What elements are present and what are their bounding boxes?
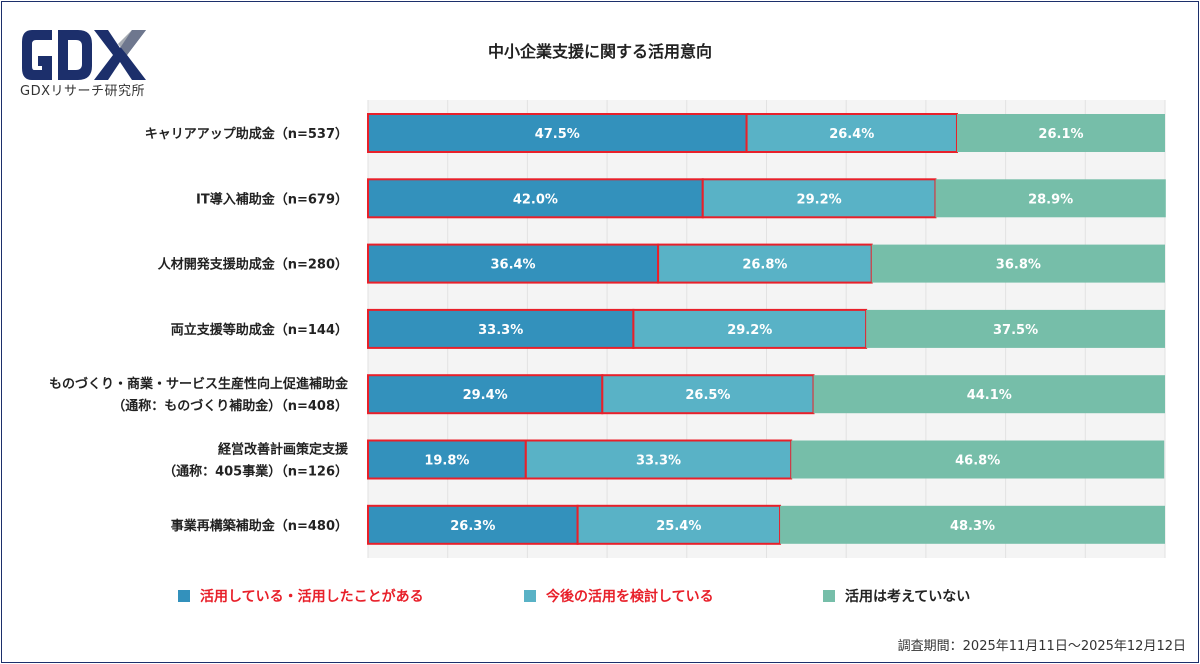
category-label: IT導入補助金（n=679） [196, 191, 348, 207]
category-label: 両立支援等助成金（n=144） [171, 322, 348, 338]
category-label: 経営改善計画策定支援 [218, 442, 349, 458]
stacked-bar-chart: キャリアアップ助成金（n=537） 47.5% 26.4% 26.1% IT導入補助金（… [49, 100, 1166, 558]
data-label: 46.8% [955, 454, 1000, 469]
data-label: 37.5% [993, 323, 1038, 338]
bar-segment [367, 178, 704, 219]
bar-segment [367, 504, 579, 545]
legend-swatch-considering [524, 590, 536, 602]
bar-segment [866, 309, 1165, 348]
legend-item-used: 活用している・活用したことがある [178, 586, 424, 606]
bar-segment [367, 308, 635, 349]
data-label: 26.8% [742, 258, 787, 273]
bar-segment [871, 244, 1165, 283]
bar-segment [935, 179, 1166, 218]
bar-segment [701, 178, 937, 219]
category-label: 人材開発支援助成金（n=280） [158, 257, 348, 273]
data-label: 29.2% [797, 192, 842, 207]
bar-segment [745, 113, 958, 153]
bar-segment [780, 505, 1165, 544]
data-label: 33.3% [636, 454, 681, 469]
data-label: 33.3% [478, 323, 523, 338]
category-label: （通称：405事業）（n=126） [163, 464, 348, 480]
chart-title: 中小企業支援に関する活用意向 [487, 42, 712, 61]
data-label: 29.4% [463, 388, 508, 403]
legend-swatch-not-considering [823, 590, 835, 602]
legend: 活用している・活用したことがある 今後の活用を検討している 活用は考えていない [0, 586, 1200, 610]
category-label: キャリアアップ助成金（n=537） [145, 126, 348, 142]
bar-segment [367, 439, 527, 480]
data-label: 47.5% [535, 127, 580, 142]
legend-label-used: 活用している・活用したことがある [200, 589, 424, 605]
data-label: 44.1% [967, 388, 1012, 403]
data-label: 26.3% [450, 519, 495, 534]
bar-segment [632, 308, 868, 349]
legend-label-considering: 今後の活用を検討している [546, 589, 714, 605]
bar-segment [813, 375, 1165, 414]
data-label: 26.4% [829, 127, 874, 142]
data-label: 26.5% [685, 388, 730, 403]
data-label: 36.8% [996, 258, 1041, 273]
logo-subtitle: GDXリサーチ研究所 [20, 84, 145, 99]
bar-segment [524, 439, 793, 480]
survey-period: 調査期間：2025年11月11日〜2025年12月12日 [897, 639, 1186, 654]
data-label: 26.1% [1038, 127, 1083, 142]
bar-segment [791, 440, 1165, 479]
legend-label-not-considering: 活用は考えていない [845, 589, 971, 605]
data-label: 48.3% [950, 519, 995, 534]
data-label: 36.4% [490, 258, 535, 273]
data-label: 42.0% [513, 192, 558, 207]
gdx-logo [22, 30, 146, 80]
category-label: （通称：ものづくり補助金）（n=408） [112, 398, 348, 414]
legend-swatch-used [178, 590, 190, 602]
legend-item-not-considering: 活用は考えていない [823, 586, 970, 606]
data-label: 29.2% [727, 323, 772, 338]
category-label: ものづくり・商業・サービス生産性向上促進補助金 [49, 376, 349, 392]
legend-item-considering: 今後の活用を検討している [524, 586, 714, 606]
data-label: 25.4% [656, 519, 701, 534]
bar-segment [956, 114, 1165, 152]
bar-segment [601, 374, 815, 415]
category-label: 事業再構築補助金（n=480） [171, 518, 348, 534]
data-label: 19.8% [424, 454, 469, 469]
data-label: 28.9% [1028, 192, 1073, 207]
bar-segment [657, 243, 873, 284]
